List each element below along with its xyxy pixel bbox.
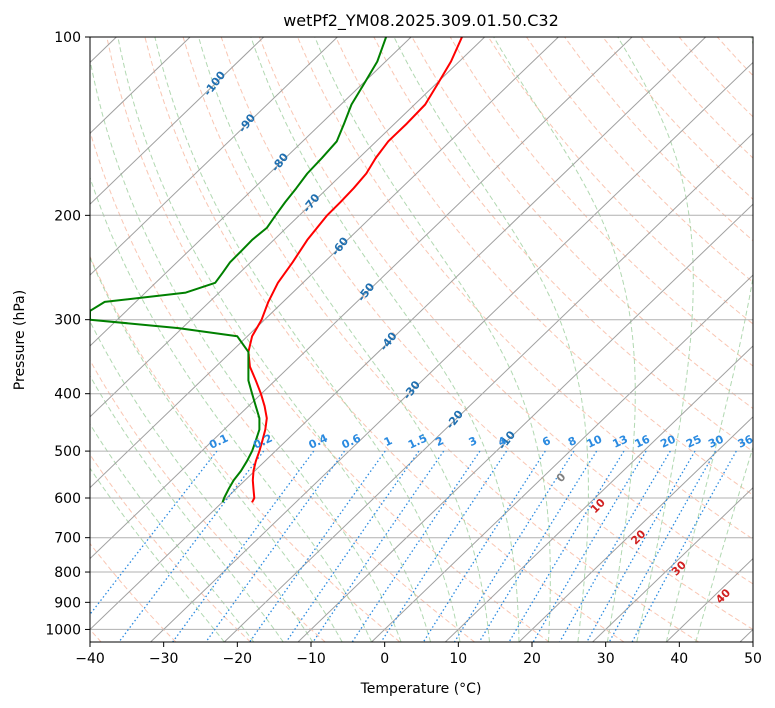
x-tick-label: 10 — [449, 651, 467, 667]
moist-adiabat — [90, 320, 314, 642]
moist-adiabat — [314, 37, 551, 642]
moist-adiabat — [117, 37, 432, 642]
dry-adiabat — [90, 453, 251, 642]
mixing-ratio-line — [285, 450, 420, 642]
mixing-ratio-label: 10 — [585, 432, 605, 450]
y-tick-label: 200 — [54, 208, 81, 224]
mixing-ratio-label: 20 — [658, 432, 678, 450]
mixing-ratio-label: 13 — [611, 433, 630, 451]
x-axis-label: Temperature (°C) — [360, 681, 482, 697]
isotherm-line — [518, 416, 753, 642]
dry-adiabat — [144, 37, 625, 642]
dry-adiabat — [258, 37, 753, 585]
mixing-ratio-label: 16 — [633, 432, 653, 450]
x-tick-label: −40 — [75, 651, 105, 667]
dewpoint-line — [90, 37, 388, 503]
moist-adiabat — [198, 37, 490, 642]
y-tick-label: 700 — [54, 531, 81, 547]
y-tick-label: 500 — [54, 444, 81, 460]
moist-adiabat — [90, 374, 284, 642]
mixing-ratio-line — [172, 450, 315, 642]
mixing-ratio-line — [631, 450, 737, 642]
background-lines — [90, 37, 753, 642]
y-tick-label: 1000 — [45, 622, 81, 638]
moist-adiabat — [250, 37, 520, 642]
isotherm-line — [90, 37, 338, 276]
isotherm-line — [90, 37, 633, 560]
moist-adiabat — [154, 37, 461, 642]
dry-adiabat — [487, 37, 753, 325]
moist-adiabat — [393, 37, 589, 642]
moist-adiabat — [617, 37, 694, 642]
y-tick-label: 400 — [54, 387, 81, 403]
chart-title: wetPf2_YM08.2025.309.01.50.C32 — [283, 11, 559, 31]
x-tick-label: 0 — [380, 651, 389, 667]
dry-adiabat — [90, 129, 475, 642]
dry-adiabat — [411, 37, 753, 410]
mixing-ratio-line — [249, 450, 386, 642]
isotherm-line — [444, 345, 753, 642]
x-tick-label: 20 — [523, 651, 541, 667]
dry-adiabat — [90, 542, 177, 642]
mixing-ratio-label: 25 — [684, 433, 703, 451]
mixing-ratio-line — [351, 450, 481, 642]
moist-adiabat — [90, 423, 255, 642]
moist-adiabat — [90, 176, 373, 642]
mixing-ratio-line — [453, 450, 575, 642]
isotherm-line — [297, 203, 753, 642]
moist-adiabat — [90, 256, 343, 642]
x-tick-label: 40 — [670, 651, 688, 667]
isotherm-line — [90, 37, 707, 631]
temperature-line — [247, 37, 463, 503]
isotherm-line — [90, 37, 412, 347]
plot-frame — [89, 36, 754, 643]
isotherm-line — [223, 132, 753, 642]
mixing-ratio-label: 30 — [706, 432, 726, 450]
x-tick-label: −20 — [223, 651, 253, 667]
mixing-ratio-line — [586, 450, 696, 642]
dry-adiabat — [373, 37, 753, 453]
x-tick-label: −30 — [149, 651, 179, 667]
sounding-profiles — [90, 37, 463, 503]
mixing-ratio-line — [312, 450, 445, 642]
y-tick-label: 800 — [54, 565, 81, 581]
isotherm-line — [90, 37, 486, 418]
isotherm-line — [90, 37, 559, 489]
mixing-ratio-line — [380, 450, 508, 642]
moist-adiabat — [695, 445, 753, 642]
x-tick-label: 30 — [597, 651, 615, 667]
isotherm-line — [371, 274, 753, 642]
isotherm-line — [150, 61, 753, 642]
x-tick-label: −10 — [296, 651, 326, 667]
x-tick-label: 50 — [744, 651, 762, 667]
isotherm-line — [90, 37, 265, 205]
y-axis-label: Pressure (hPa) — [12, 290, 28, 390]
y-tick-label: 600 — [54, 491, 81, 507]
mixing-ratio-line — [508, 450, 625, 642]
y-tick-label: 900 — [54, 595, 81, 611]
y-tick-label: 100 — [54, 30, 81, 46]
axes: −40 −30 −20 −10 0 10 20 30 40 50 100 200 300 400 500 60… — [45, 30, 762, 667]
dry-adiabat — [106, 37, 550, 642]
mixing-ratio-label: 36 — [736, 432, 756, 450]
moist-adiabat — [493, 37, 636, 642]
moist-adiabat — [665, 37, 753, 642]
isotherm-line — [592, 486, 753, 642]
moist-adiabat — [90, 467, 225, 642]
mixing-ratio-line — [478, 450, 598, 642]
y-tick-label: 300 — [54, 313, 81, 329]
